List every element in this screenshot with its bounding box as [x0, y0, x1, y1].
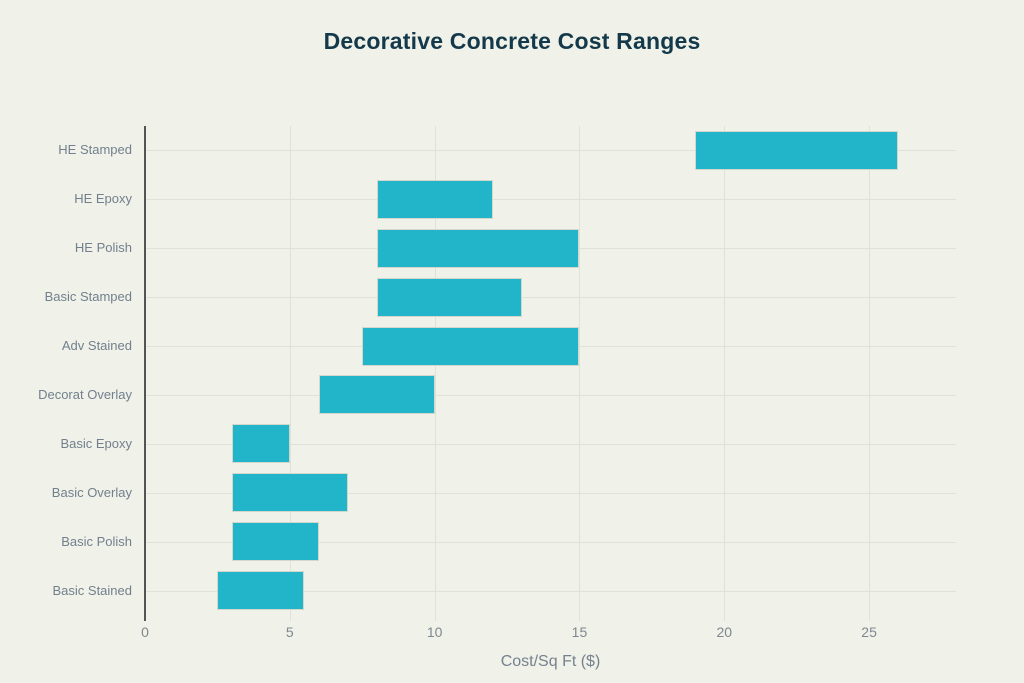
x-tick-label: 5: [285, 624, 294, 640]
vertical-gridline: [289, 126, 291, 621]
plot-area: [144, 126, 956, 621]
range-bar: [231, 424, 290, 464]
chart-title: Decorative Concrete Cost Ranges: [323, 28, 701, 54]
range-bar: [695, 130, 899, 170]
category-label: Basic Stained: [52, 582, 133, 598]
x-tick-label: 25: [861, 624, 877, 640]
category-label: HE Polish: [74, 240, 132, 256]
range-bar: [318, 375, 435, 415]
vertical-gridline: [724, 126, 726, 621]
range-bar: [376, 179, 493, 219]
range-bar: [231, 522, 319, 562]
category-label: Basic Overlay: [51, 484, 132, 500]
y-axis-line: [144, 126, 146, 621]
range-bar: [376, 228, 580, 268]
category-label: Basic Stamped: [44, 289, 132, 305]
x-axis-title: Cost/Sq Ft ($): [500, 653, 601, 670]
horizontal-gridline: [145, 150, 956, 152]
category-label: Basic Epoxy: [60, 435, 132, 451]
vertical-gridline: [579, 126, 581, 621]
range-bar: [231, 473, 348, 513]
category-label: Adv Stained: [61, 338, 132, 354]
category-label: HE Stamped: [58, 142, 132, 158]
horizontal-gridline: [145, 590, 956, 592]
category-label: HE Epoxy: [74, 191, 132, 207]
range-bar: [376, 277, 522, 317]
vertical-gridline: [434, 126, 436, 621]
x-tick-label: 0: [141, 624, 149, 640]
horizontal-gridline: [145, 199, 956, 201]
range-bar: [362, 326, 580, 366]
vertical-gridline: [869, 126, 871, 621]
x-tick-label: 10: [426, 624, 443, 640]
x-tick-label: 20: [716, 624, 733, 640]
category-label: Basic Polish: [61, 533, 132, 549]
category-label: Decorat Overlay: [38, 386, 132, 402]
horizontal-gridline: [145, 541, 956, 543]
x-tick-label: 15: [571, 624, 588, 640]
horizontal-gridline: [145, 492, 956, 494]
horizontal-gridline: [145, 394, 956, 396]
horizontal-gridline: [145, 443, 956, 445]
horizontal-gridline: [145, 297, 956, 299]
range-bar: [217, 571, 305, 611]
